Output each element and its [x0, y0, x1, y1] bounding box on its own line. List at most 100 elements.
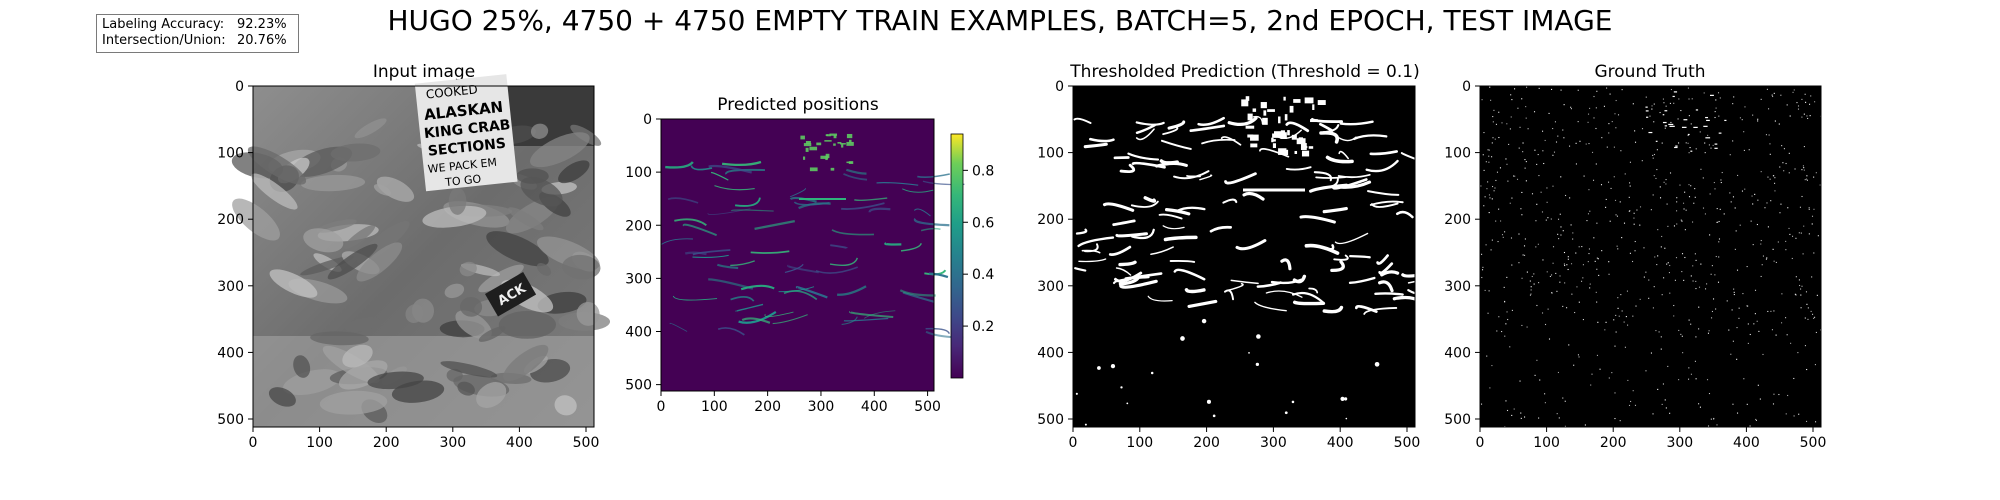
truth-speck: [1704, 288, 1707, 290]
mask-stroke: [1242, 191, 1265, 201]
truth-speck: [1694, 253, 1696, 255]
truth-speck: [1681, 253, 1684, 255]
mask-stroke: [1127, 152, 1160, 161]
activation-stroke: [846, 168, 867, 175]
truth-speck: [1634, 130, 1636, 132]
activation-text-mark: [825, 155, 828, 161]
truth-speck: [1596, 90, 1598, 92]
truth-speck: [1563, 251, 1566, 254]
mask-stroke: [1169, 259, 1196, 263]
activation-stroke: [730, 260, 755, 267]
truth-speck: [1656, 169, 1658, 171]
truth-speck: [1570, 108, 1572, 110]
truth-speck: [1659, 111, 1661, 114]
truth-speck: [1492, 116, 1494, 118]
truth-speck: [1775, 334, 1777, 336]
truth-text-mark: [1668, 123, 1674, 126]
mask-stroke: [1112, 219, 1136, 227]
truth-speck: [1517, 107, 1519, 109]
truth-speck: [1588, 189, 1590, 191]
truth-speck: [1678, 142, 1680, 144]
ground-truth-background: [1480, 86, 1821, 427]
sign-card: [414, 74, 518, 192]
truth-speck: [1661, 403, 1663, 405]
truth-speck: [1608, 377, 1610, 379]
activation-stroke: [843, 173, 868, 181]
activation-stroke: [841, 202, 885, 210]
texture-blob: [293, 355, 311, 378]
truth-speck: [1721, 171, 1723, 174]
truth-speck: [1676, 197, 1678, 199]
truth-speck: [1813, 176, 1815, 178]
truth-speck: [1695, 259, 1697, 261]
truth-speck: [1761, 264, 1763, 266]
truth-speck: [1754, 313, 1756, 315]
truth-speck: [1544, 323, 1547, 326]
truth-speck: [1491, 365, 1493, 367]
truth-speck: [1627, 324, 1629, 326]
truth-speck: [1661, 235, 1663, 238]
truth-speck: [1663, 277, 1665, 279]
truth-speck: [1680, 333, 1682, 335]
mask-stroke: [1077, 236, 1115, 248]
truth-speck: [1662, 98, 1664, 100]
truth-speck: [1495, 179, 1497, 182]
truth-speck: [1787, 394, 1789, 397]
truth-speck: [1746, 305, 1748, 307]
truth-speck: [1592, 179, 1595, 181]
truth-speck: [1652, 154, 1654, 156]
texture-blob: [554, 395, 577, 416]
truth-speck: [1491, 142, 1493, 144]
truth-speck: [1736, 358, 1738, 360]
truth-speck: [1595, 107, 1597, 109]
mask-stroke: [1073, 117, 1092, 124]
truth-speck: [1530, 289, 1532, 291]
truth-speck: [1490, 99, 1492, 101]
truth-speck: [1749, 425, 1751, 427]
mask-stroke: [1292, 274, 1307, 284]
truth-speck: [1718, 220, 1720, 223]
truth-speck: [1569, 145, 1571, 147]
truth-speck: [1522, 151, 1524, 153]
truth-speck: [1481, 99, 1483, 101]
truth-speck: [1552, 262, 1554, 264]
activation-stroke: [920, 227, 941, 232]
truth-text-mark: [1714, 147, 1718, 149]
truth-speck: [1814, 316, 1816, 318]
truth-speck: [1641, 160, 1643, 162]
activation-stroke: [925, 327, 951, 335]
truth-speck: [1526, 326, 1528, 328]
truth-speck: [1504, 335, 1506, 337]
truth-speck: [1810, 95, 1812, 97]
truth-speck: [1514, 175, 1516, 177]
truth-speck: [1660, 246, 1662, 248]
truth-speck: [1533, 273, 1535, 275]
mask-stroke: [1224, 172, 1257, 185]
truth-speck: [1518, 262, 1520, 264]
truth-speck: [1534, 374, 1536, 376]
truth-speck: [1582, 319, 1584, 321]
truth-speck: [1719, 97, 1721, 99]
truth-speck: [1574, 311, 1576, 314]
truth-speck: [1781, 322, 1783, 324]
truth-speck: [1626, 290, 1629, 292]
truth-speck: [1564, 400, 1566, 402]
truth-speck: [1752, 244, 1754, 246]
truth-speck: [1808, 207, 1810, 209]
truth-text-mark: [1648, 131, 1653, 134]
truth-speck: [1613, 146, 1615, 148]
truth-speck: [1564, 282, 1566, 284]
truth-speck: [1551, 88, 1553, 90]
texture-blob: [530, 132, 590, 168]
truth-speck: [1715, 107, 1717, 109]
predicted-background: [661, 119, 934, 391]
truth-speck: [1669, 412, 1671, 414]
texture-blob: [486, 231, 549, 267]
truth-speck: [1598, 274, 1600, 276]
y-tick-label: 100: [217, 146, 244, 162]
truth-speck: [1632, 315, 1634, 317]
truth-speck: [1506, 123, 1508, 125]
truth-speck: [1746, 265, 1748, 268]
panel-input-image: Input image COOKED ALASKAN KING CRAB SEC…: [217, 62, 611, 451]
colorbar-axis: 0.2 0.4 0.6 0.8: [963, 163, 994, 335]
